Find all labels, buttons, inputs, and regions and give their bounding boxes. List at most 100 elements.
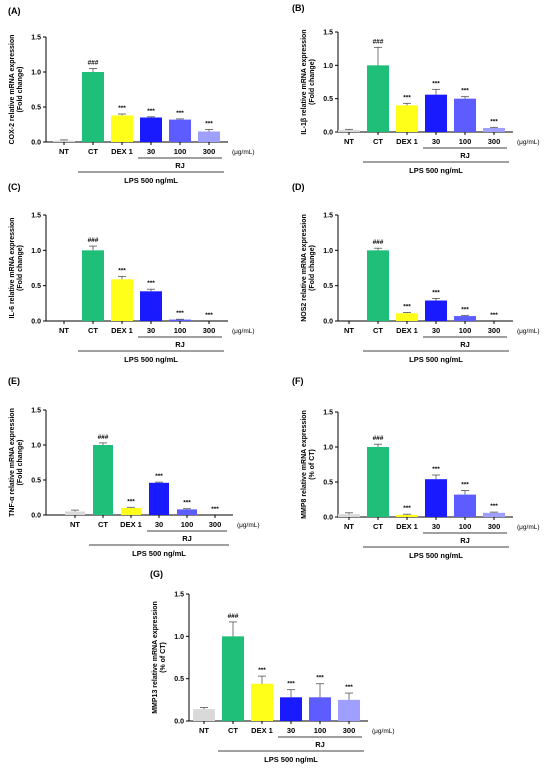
bar-100 (454, 316, 476, 321)
x-tick-label: NT (344, 522, 354, 531)
x-tick-label: 300 (203, 326, 216, 335)
y-tick-label: 0.5 (31, 478, 41, 485)
panel-label: (G) (150, 569, 163, 579)
x-tick-label: 300 (209, 520, 222, 529)
rj-group-label: RJ (175, 161, 185, 170)
y-axis-label: MMP8 relative mRNA expression (301, 410, 308, 519)
chart-panel-f: (F) MMP8 relative mRNA expression (% of CT… (292, 376, 540, 560)
x-tick-label: DEX 1 (111, 326, 133, 335)
x-tick-label: 100 (314, 726, 327, 735)
x-tick-label: DEX 1 (396, 326, 418, 335)
bar-dex-1 (396, 105, 418, 132)
y-tick-label: 0.5 (323, 283, 333, 290)
y-tick-label: 0.0 (323, 319, 333, 326)
significance-label: ### (373, 239, 384, 246)
y-tick-label: 0.0 (31, 513, 41, 520)
x-tick-label: 30 (147, 326, 155, 335)
significance-label: *** (345, 684, 353, 691)
lps-group-label: LPS 500 ng/mL (409, 551, 463, 560)
x-tick-label: DEX 1 (396, 522, 418, 531)
x-tick-label: NT (70, 520, 80, 529)
x-unit-label: (μg/mL) (372, 728, 395, 735)
x-tick-label: 300 (203, 147, 216, 156)
y-tick-label: 0.5 (323, 480, 333, 487)
panel-label: (C) (8, 182, 21, 192)
lps-group-label: LPS 500 ng/mL (264, 755, 318, 764)
x-tick-label: 100 (459, 522, 472, 531)
x-tick-label: NT (199, 726, 209, 735)
y-axis-label-unit: (Fold change) (17, 67, 24, 113)
y-tick-label: 1.5 (174, 592, 184, 599)
significance-label: *** (490, 503, 498, 510)
panel-label: (E) (8, 376, 20, 386)
bar-300 (338, 699, 360, 721)
bar-ct (222, 636, 244, 721)
y-tick-label: 1.5 (31, 213, 41, 220)
y-tick-label: 1.5 (31, 408, 41, 415)
significance-label: *** (211, 506, 219, 513)
bar-300 (483, 128, 505, 132)
bar-300 (483, 512, 505, 517)
y-tick-label: 1.5 (323, 410, 333, 417)
y-tick-label: 1.0 (31, 443, 41, 450)
panel-label: (A) (8, 6, 21, 16)
x-tick-label: NT (59, 147, 69, 156)
bar-30 (149, 482, 169, 515)
y-tick-label: 0.0 (323, 515, 333, 522)
panel-label: (B) (292, 3, 305, 13)
lps-group-label: LPS 500 ng/mL (124, 176, 178, 185)
bar-nt (65, 511, 85, 515)
significance-label: *** (258, 667, 266, 674)
chart-panel-e: (E) TNF-α relative mRNA expression (Fold c… (8, 376, 260, 558)
x-tick-label: DEX 1 (120, 520, 142, 529)
bar-30 (140, 291, 162, 321)
significance-label: *** (287, 681, 295, 688)
bar-nt (338, 130, 360, 132)
y-axis-label-unit: (% of CT) (160, 642, 167, 673)
x-tick-label: 300 (343, 726, 356, 735)
rj-group-label: RJ (175, 340, 185, 349)
x-tick-label: 100 (181, 520, 194, 529)
y-tick-label: 0.5 (174, 676, 184, 683)
significance-label: *** (176, 310, 184, 317)
bar-dex-1 (111, 115, 133, 142)
rj-group-label: RJ (315, 740, 325, 749)
significance-label: *** (403, 94, 411, 101)
x-tick-label: 300 (488, 522, 501, 531)
significance-label: ### (88, 237, 99, 244)
rj-group-label: RJ (460, 536, 470, 545)
y-tick-label: 0.0 (31, 319, 41, 326)
y-axis-label-unit: (Fold change) (309, 245, 316, 291)
bar-dex-1 (111, 279, 133, 321)
x-unit-label: (μg/mL) (237, 522, 260, 529)
y-axis-label: COX-2 relative mRNA expression (9, 35, 16, 145)
x-tick-label: DEX 1 (111, 147, 133, 156)
significance-label: *** (176, 110, 184, 117)
bar-100 (169, 119, 191, 142)
significance-label: ### (88, 60, 99, 67)
x-tick-label: NT (344, 137, 354, 146)
y-axis-label: MMP13 relative mRNA expression (152, 601, 159, 714)
bar-ct (367, 250, 389, 321)
significance-label: *** (118, 267, 126, 274)
x-tick-label: 30 (147, 147, 155, 156)
rj-group-label: RJ (182, 534, 192, 543)
x-tick-label: CT (98, 520, 108, 529)
x-tick-label: 30 (432, 326, 440, 335)
x-tick-label: NT (344, 326, 354, 335)
significance-label: *** (490, 118, 498, 125)
lps-group-label: LPS 500 ng/mL (409, 355, 463, 364)
y-tick-label: 1.5 (323, 30, 333, 37)
bar-dex-1 (251, 683, 273, 721)
y-tick-label: 0.0 (174, 719, 184, 726)
chart-panel-b: (B) IL-1β relative mRNA expression (Fold c… (292, 3, 540, 175)
significance-label: *** (403, 304, 411, 311)
significance-label: *** (155, 473, 163, 480)
lps-group-label: LPS 500 ng/mL (124, 355, 178, 364)
y-axis-label-unit: (Fold change) (309, 59, 316, 105)
y-tick-label: 1.0 (31, 70, 41, 77)
x-unit-label: (μg/mL) (517, 139, 540, 146)
significance-label: ### (373, 435, 384, 442)
significance-label: ### (373, 38, 384, 45)
